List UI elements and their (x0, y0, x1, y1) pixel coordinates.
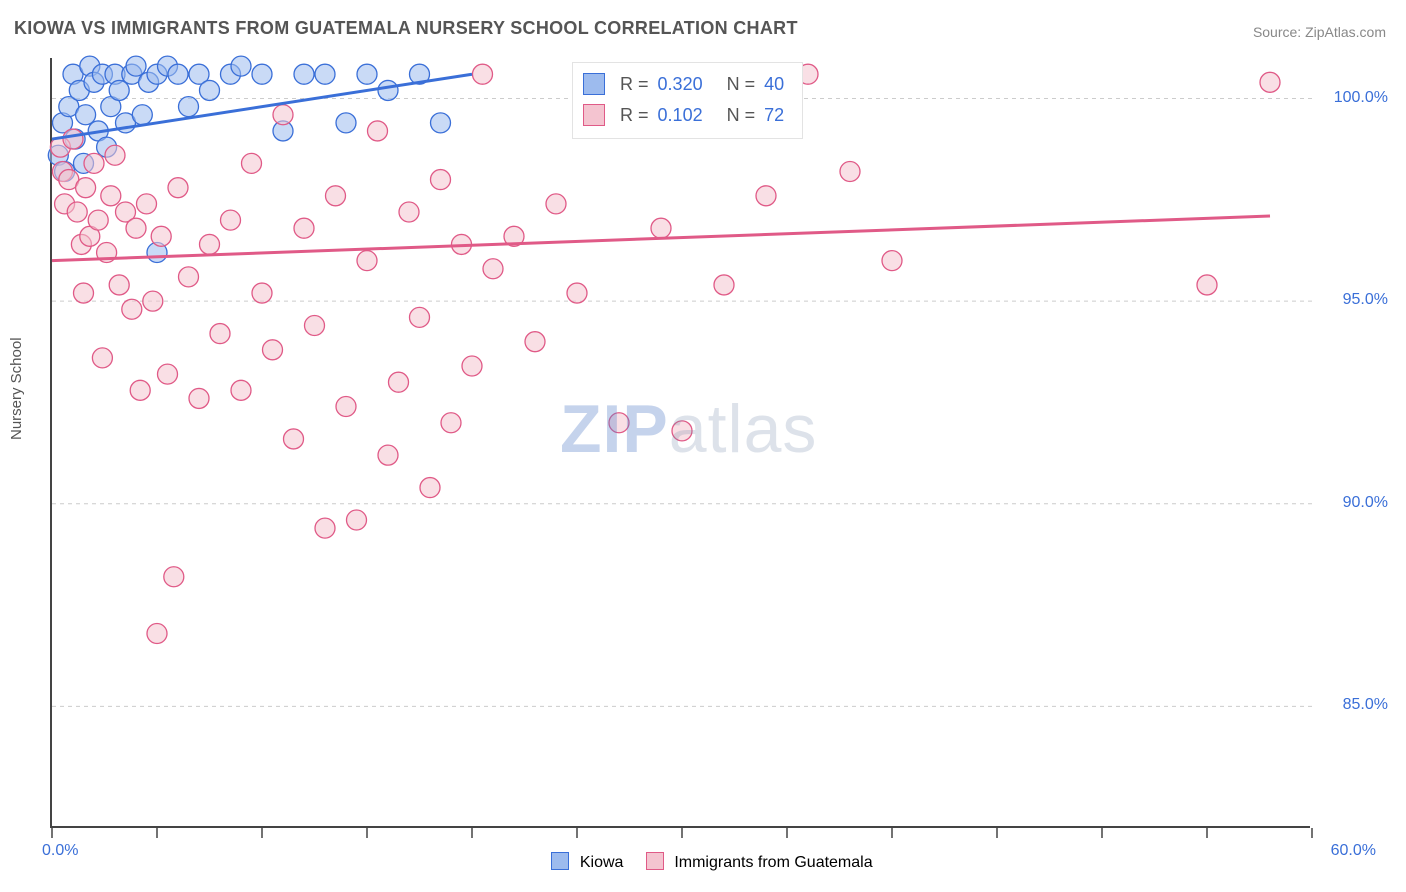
legend-label-guatemala: Immigrants from Guatemala (674, 854, 872, 871)
watermark: ZIPatlas (560, 390, 817, 468)
chart-title: KIOWA VS IMMIGRANTS FROM GUATEMALA NURSE… (14, 18, 798, 39)
r-label: R = (620, 105, 649, 125)
legend-row-guatemala: R = 0.102 N = 72 (583, 100, 788, 131)
r-value-guatemala: 0.102 (658, 105, 703, 125)
r-value-kiowa: 0.320 (658, 74, 703, 94)
y-tick-label: 100.0% (1334, 89, 1388, 107)
legend-label-kiowa: Kiowa (580, 854, 624, 871)
y-axis-label: Nursery School (8, 337, 25, 440)
n-label: N = (727, 105, 756, 125)
source-label: Source: ZipAtlas.com (1253, 24, 1386, 40)
legend-swatch-kiowa (583, 73, 605, 95)
legend-swatch-kiowa-bottom (551, 852, 569, 870)
n-value-kiowa: 40 (764, 74, 784, 94)
r-label: R = (620, 74, 649, 94)
correlation-legend: R = 0.320 N = 40 R = 0.102 N = 72 (572, 62, 803, 139)
legend-swatch-guatemala (583, 104, 605, 126)
legend-swatch-guatemala-bottom (646, 852, 664, 870)
n-label: N = (727, 74, 756, 94)
y-tick-label: 85.0% (1343, 696, 1388, 714)
legend-row-kiowa: R = 0.320 N = 40 (583, 69, 788, 100)
y-tick-label: 95.0% (1343, 291, 1388, 309)
bottom-legend: Kiowa Immigrants from Guatemala (0, 852, 1406, 872)
n-value-guatemala: 72 (764, 105, 784, 125)
y-tick-label: 90.0% (1343, 494, 1388, 512)
